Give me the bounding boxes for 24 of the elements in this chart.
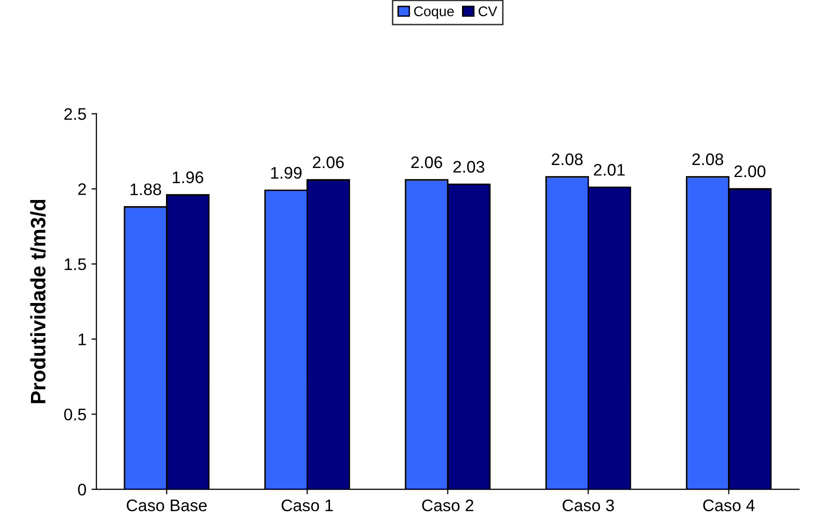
x-tick-label: Caso Base bbox=[126, 499, 207, 512]
data-label: 2.06 bbox=[312, 156, 344, 168]
y-tick-label: 1 bbox=[78, 334, 86, 346]
data-label: 1.99 bbox=[271, 166, 302, 179]
y-tick-label: 1.5 bbox=[64, 258, 86, 270]
data-label: 1.96 bbox=[172, 171, 204, 184]
data-label: 2.03 bbox=[453, 160, 484, 173]
data-label: 2.06 bbox=[411, 156, 442, 168]
data-label: 2.00 bbox=[734, 165, 766, 178]
y-axis-title: Produtividade t/m3/d bbox=[30, 200, 46, 404]
legend-label: Coque bbox=[414, 6, 454, 19]
y-tick-label: 2 bbox=[78, 183, 86, 195]
data-label: 2.08 bbox=[552, 153, 583, 166]
y-tick-label: 2.5 bbox=[64, 108, 86, 120]
x-tick-label: Caso 1 bbox=[282, 499, 333, 512]
x-tick-label: Caso 4 bbox=[703, 499, 755, 512]
x-tick-label: Caso 3 bbox=[562, 499, 614, 512]
data-label: 2.01 bbox=[594, 164, 625, 176]
x-tick-label: Caso 2 bbox=[422, 499, 474, 512]
legend-label: CV bbox=[478, 6, 498, 16]
data-label: 2.08 bbox=[692, 153, 724, 166]
data-label: 1.88 bbox=[130, 183, 162, 196]
y-tick-label: 0 bbox=[78, 484, 86, 496]
y-tick-label: 0.5 bbox=[64, 408, 86, 420]
